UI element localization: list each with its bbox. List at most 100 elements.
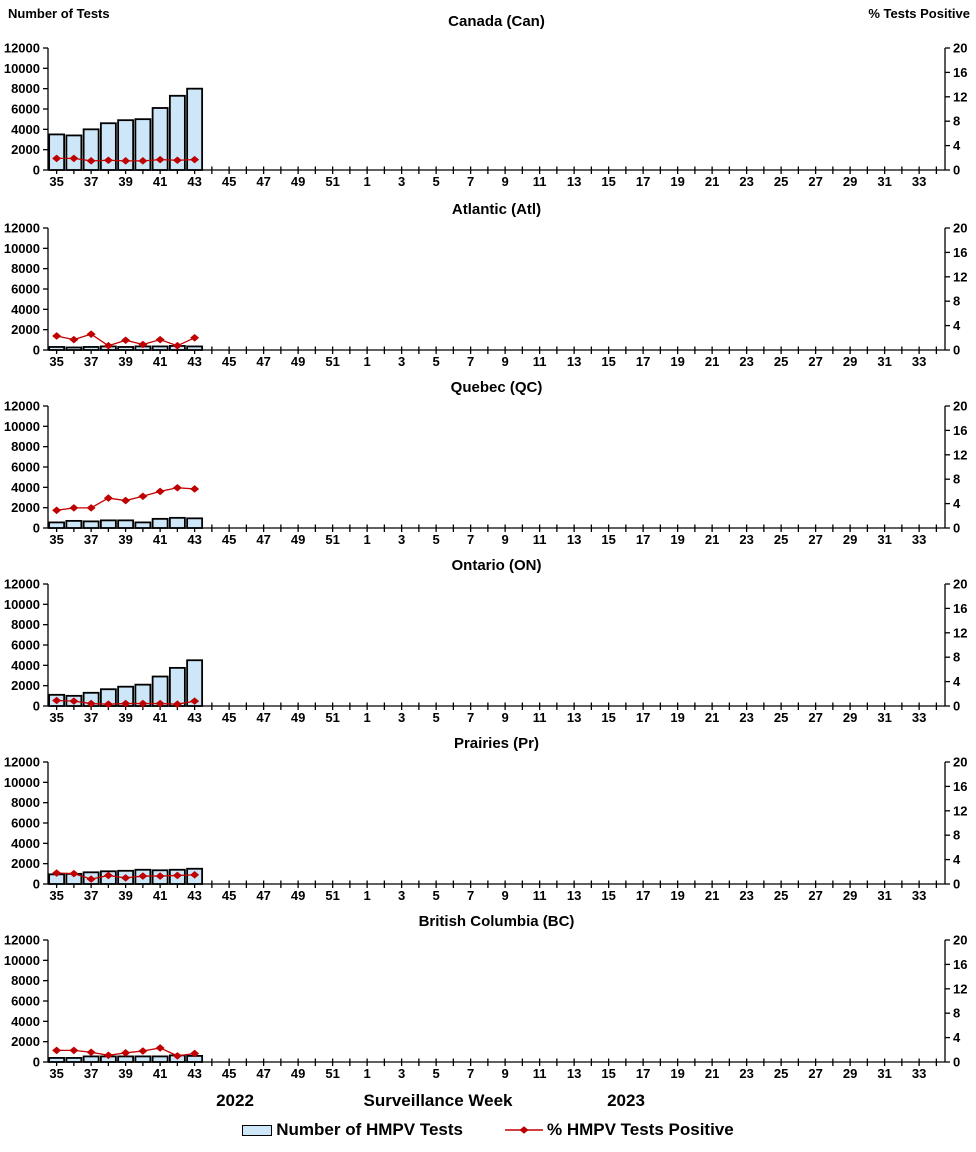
tick-label: 12 [953, 269, 967, 284]
tick-label: 23 [739, 174, 753, 189]
tick-label: 8000 [11, 261, 40, 276]
x-axis-year-2023: 2023 [607, 1091, 645, 1110]
tick-label: 35 [49, 174, 63, 189]
tick-label: 41 [153, 1066, 167, 1081]
tick-label: 20 [953, 41, 967, 56]
legend-item-tests: Number of HMPV Tests [242, 1120, 463, 1140]
marker-week-42 [172, 156, 182, 165]
tick-label: 31 [877, 710, 891, 725]
tick-label: 17 [636, 174, 650, 189]
tick-label: 31 [877, 354, 891, 369]
tick-label: 43 [187, 710, 201, 725]
tick-label: 5 [433, 532, 440, 547]
chart-prairies: Prairies (Pr) 0 2000 4000 6000 8000 10000 12000… [4, 735, 968, 903]
tick-label: 25 [774, 1066, 788, 1081]
tick-label: 8000 [11, 439, 40, 454]
tick-label: 2000 [11, 1034, 40, 1049]
tick-label: 9 [502, 710, 509, 725]
tick-label: 33 [912, 1066, 926, 1081]
tick-label: 39 [118, 174, 132, 189]
tick-label: 1 [364, 710, 371, 725]
legend-diamond-icon [519, 1126, 529, 1134]
tick-label: 8 [953, 828, 960, 843]
tick-label: 39 [118, 888, 132, 903]
tick-label: 3 [398, 710, 405, 725]
tick-label: 4000 [11, 302, 40, 317]
tick-label: 4000 [11, 658, 40, 673]
tick-label: 2000 [11, 856, 40, 871]
tick-label: 43 [187, 1066, 201, 1081]
bar-week-39 [117, 119, 135, 171]
bar-week-36 [65, 519, 83, 529]
tick-label: 17 [636, 1066, 650, 1081]
tick-label: 31 [877, 532, 891, 547]
tick-label: 19 [670, 174, 684, 189]
tick-label: 27 [808, 710, 822, 725]
tick-label: 15 [601, 1066, 615, 1081]
bar-week-40 [134, 1055, 152, 1063]
bar-week-42 [168, 666, 186, 707]
tick-label: 47 [256, 888, 270, 903]
tick-label: 35 [49, 532, 63, 547]
tick-label: 7 [467, 1066, 474, 1081]
tick-label: 49 [291, 1066, 305, 1081]
bar-week-39 [117, 519, 135, 529]
tick-label: 25 [774, 888, 788, 903]
tick-label: 33 [912, 888, 926, 903]
marker-week-43 [190, 485, 200, 493]
tick-label: 11 [533, 354, 547, 369]
tick-label: 37 [84, 354, 98, 369]
tick-label: 4 [953, 852, 961, 867]
legend-bar-label: Number of HMPV Tests [276, 1120, 463, 1139]
bar-week-37 [82, 1055, 100, 1063]
tick-label: 4000 [11, 122, 40, 137]
bar-week-41 [151, 517, 169, 529]
tick-label: 12000 [4, 933, 40, 948]
tick-label: 0 [33, 521, 40, 536]
marker-week-42 [172, 871, 182, 880]
marker-week-35 [52, 869, 62, 877]
tick-label: 21 [705, 174, 719, 189]
tick-label: 8000 [11, 795, 40, 810]
tick-label: 12000 [4, 399, 40, 414]
marker-week-41 [155, 155, 165, 164]
marker-week-38 [103, 1051, 113, 1060]
tick-label: 12 [953, 625, 967, 640]
panel-title-atlantic: Atlantic (Atl) [452, 201, 541, 218]
tick-label: 2000 [11, 500, 40, 515]
marker-week-39 [121, 336, 131, 345]
marker-week-39 [121, 157, 131, 165]
marker-week-40 [138, 872, 148, 880]
tick-label: 2000 [11, 142, 40, 157]
panel-title-ontario: Ontario (ON) [452, 557, 542, 574]
tick-label: 0 [33, 163, 40, 178]
tick-label: 11 [533, 710, 547, 725]
tick-label: 29 [843, 354, 857, 369]
tick-label: 29 [843, 532, 857, 547]
tick-label: 49 [291, 888, 305, 903]
tick-label: 43 [187, 174, 201, 189]
tick-label: 47 [256, 532, 270, 547]
tick-label: 27 [808, 1066, 822, 1081]
tick-label: 6000 [11, 102, 40, 117]
tick-label: 8 [953, 1006, 960, 1021]
tick-label: 0 [953, 521, 960, 536]
tick-label: 33 [912, 710, 926, 725]
chart-ontario: Ontario (ON) 0 2000 4000 6000 8000 10000 12000 0… [4, 557, 968, 725]
bar-week-43 [186, 517, 204, 529]
marker-week-35 [52, 1046, 62, 1055]
tick-label: 47 [256, 710, 270, 725]
tick-label: 47 [256, 1066, 270, 1081]
tick-label: 49 [291, 710, 305, 725]
tick-label: 31 [877, 1066, 891, 1081]
tick-label: 8 [953, 650, 960, 665]
tick-label: 23 [739, 888, 753, 903]
tick-label: 15 [601, 710, 615, 725]
tick-label: 51 [325, 710, 339, 725]
tick-label: 5 [433, 174, 440, 189]
tick-label: 3 [398, 174, 405, 189]
tick-label: 43 [187, 888, 201, 903]
bar-week-35 [48, 521, 66, 529]
bar-week-40 [134, 118, 152, 171]
tick-label: 6000 [11, 282, 40, 297]
